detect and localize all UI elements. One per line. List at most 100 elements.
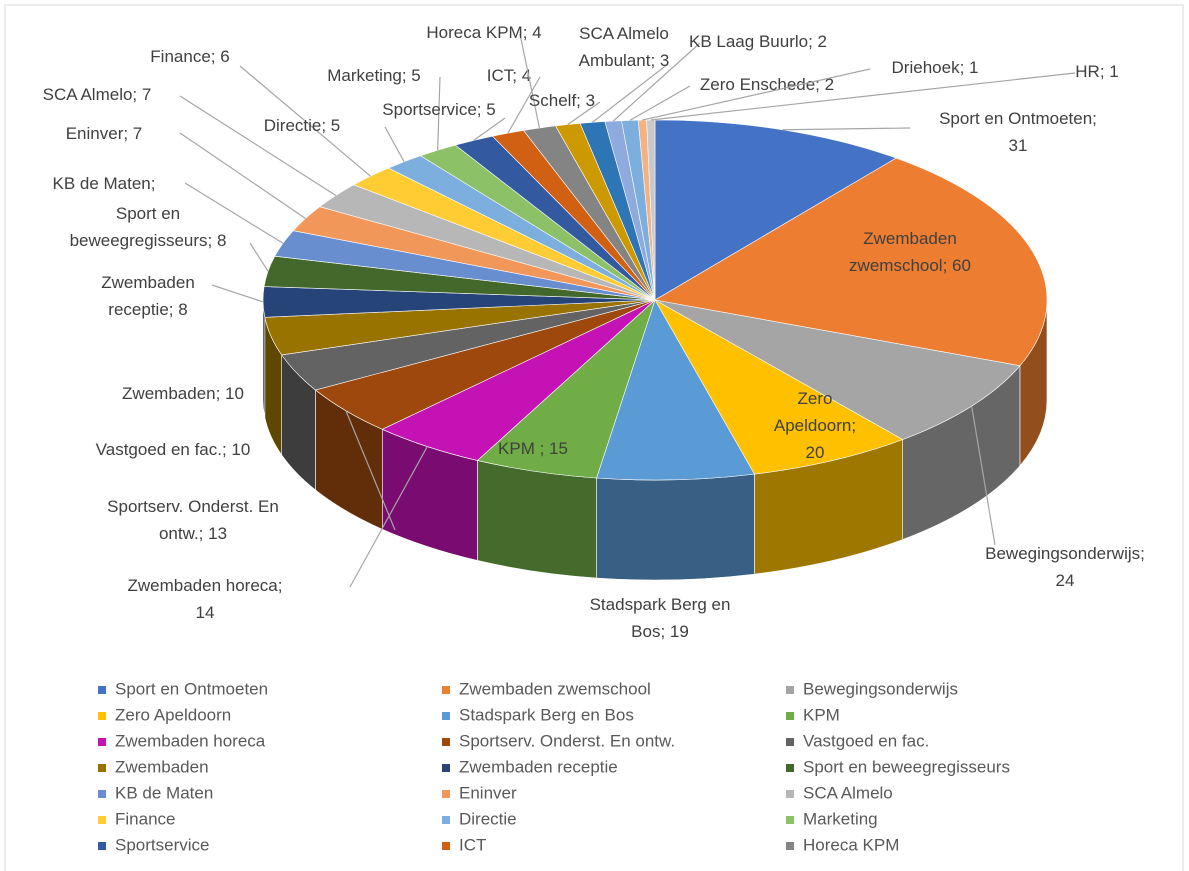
leader-line	[349, 446, 428, 588]
data-label: ICT; 4	[487, 66, 531, 85]
slice	[654, 119, 897, 301]
legend-swatch	[442, 842, 450, 850]
legend-label: Bewegingsonderwijs	[803, 679, 958, 698]
data-label: Zwembaden receptie; 8	[101, 273, 195, 319]
data-label: Directie; 5	[264, 116, 341, 135]
leader-line	[384, 126, 405, 162]
data-label: Stadspark Berg en Bos; 19	[590, 595, 731, 641]
legend-label: KPM	[803, 705, 840, 724]
data-label: Vastgoed en fac.; 10	[96, 440, 251, 459]
data-label: Zwembaden zwemschool; 60	[849, 229, 971, 275]
legend-swatch	[442, 790, 450, 798]
legend-label: Eninver	[459, 783, 517, 802]
leader-line	[345, 410, 396, 531]
leader-line	[211, 284, 264, 303]
leader-line	[519, 33, 541, 129]
legend-label: Directie	[459, 809, 517, 828]
legend-swatch	[442, 738, 450, 746]
legend-swatch	[786, 738, 794, 746]
legend-label: Stadspark Berg en Bos	[459, 705, 634, 724]
slice-top	[596, 299, 755, 481]
legend-label: Zero Apeldoorn	[115, 705, 231, 724]
leader-line	[567, 101, 601, 126]
slice	[314, 299, 656, 530]
data-label: Zero Apeldoorn; 20	[774, 389, 856, 462]
data-label: KB de Maten;	[52, 174, 155, 193]
data-label: Finance; 6	[150, 47, 229, 66]
legend-label: Zwembaden zwemschool	[459, 679, 651, 698]
slice-side	[477, 460, 597, 579]
data-label: Driehoek; 1	[892, 58, 979, 77]
leader-line	[179, 95, 337, 196]
slice-side	[596, 473, 755, 581]
legend-swatch	[442, 764, 450, 772]
data-label: Zwembaden horeca; 14	[128, 576, 283, 622]
data-label: Schelf; 3	[529, 91, 595, 110]
legend-label: ICT	[459, 835, 486, 854]
legend-swatch	[98, 790, 106, 798]
slice-top	[654, 157, 1048, 367]
legend-label: Sportserv. Onderst. En ontw.	[459, 731, 675, 750]
data-label: Marketing; 5	[327, 66, 421, 85]
data-label: HR; 1	[1075, 62, 1118, 81]
legend-label: Sportservice	[115, 835, 209, 854]
legend-swatch	[786, 842, 794, 850]
leader-line	[782, 127, 911, 131]
legend-label: Zwembaden	[115, 757, 209, 776]
data-label: KB Laag Buurlo; 2	[689, 32, 827, 51]
leader-line	[971, 406, 996, 546]
legend-swatch	[786, 816, 794, 824]
data-label: Sport en beweegregisseurs; 8	[70, 204, 227, 250]
leader-line	[184, 182, 284, 244]
legend-swatch	[786, 790, 794, 798]
legend-label: Marketing	[803, 809, 878, 828]
legend-label: Sport en Ontmoeten	[115, 679, 268, 698]
data-label: Horeca KPM; 4	[426, 23, 541, 42]
legend-swatch	[786, 712, 794, 720]
legend-swatch	[98, 816, 106, 824]
legend-swatch	[98, 686, 106, 694]
slice-side	[262, 299, 266, 418]
legend-swatch	[786, 764, 794, 772]
slice	[654, 299, 904, 575]
leader-line	[249, 242, 269, 272]
data-label: Bewegingsonderwijs; 24	[985, 544, 1145, 590]
legend-label: Sport en beweegregisseurs	[803, 757, 1010, 776]
leader-line	[473, 117, 506, 141]
slice-top	[654, 299, 1021, 440]
leader-line	[629, 85, 691, 121]
slice	[381, 299, 656, 561]
data-label: Sportserv. Onderst. En ontw.; 13	[107, 497, 279, 543]
slice	[476, 299, 656, 579]
legend-swatch	[442, 712, 450, 720]
data-label: SCA Almelo; 7	[43, 85, 152, 104]
data-label: Sport en Ontmoeten; 31	[939, 109, 1097, 155]
leader-line	[592, 63, 669, 123]
legend-swatch	[98, 842, 106, 850]
legend-label: SCA Almelo	[803, 783, 893, 802]
leader-line	[642, 68, 871, 121]
legend-swatch	[98, 764, 106, 772]
legend-swatch	[98, 712, 106, 720]
leader-line	[612, 42, 701, 122]
legend-swatch	[786, 686, 794, 694]
legend-label: Finance	[115, 809, 175, 828]
legend-label: Horeca KPM	[803, 835, 899, 854]
slice-top	[654, 119, 897, 301]
legend-label: Zwembaden horeca	[115, 731, 266, 750]
legend-swatch	[442, 686, 450, 694]
slice	[264, 299, 656, 456]
data-label: Eninver; 7	[66, 124, 143, 143]
legend-label: Vastgoed en fac.	[803, 731, 929, 750]
data-label: SCA Almelo Ambulant; 3	[579, 24, 670, 70]
slice	[654, 157, 1048, 467]
slice-top	[654, 299, 904, 475]
legend-label: KB de Maten	[115, 783, 213, 802]
leader-line	[239, 65, 371, 177]
legend-swatch	[442, 816, 450, 824]
data-label: Sportservice; 5	[382, 100, 495, 119]
leader-line	[437, 76, 441, 151]
data-label: Zwembaden; 10	[122, 384, 244, 403]
leader-line	[179, 132, 306, 219]
